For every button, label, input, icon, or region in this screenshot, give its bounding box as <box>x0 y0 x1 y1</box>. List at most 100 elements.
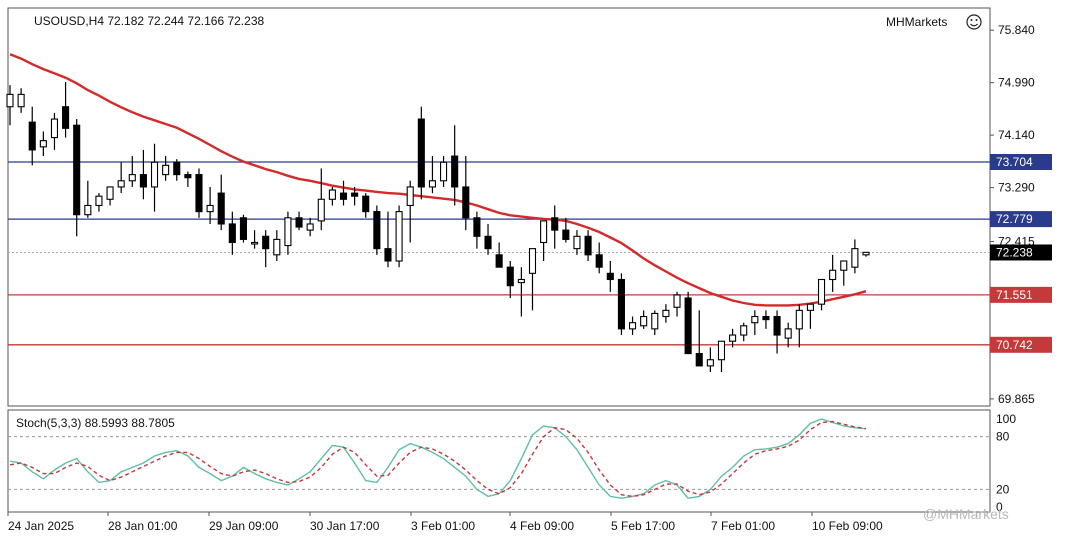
candle[interactable] <box>817 278 826 311</box>
candle[interactable] <box>395 205 403 268</box>
candle[interactable] <box>540 220 548 261</box>
candle-body <box>506 266 514 287</box>
candle[interactable] <box>251 230 259 249</box>
candle[interactable] <box>317 168 325 231</box>
candle[interactable] <box>662 304 670 323</box>
candle[interactable] <box>106 186 114 206</box>
candle-body <box>373 211 381 250</box>
candle[interactable] <box>39 131 47 157</box>
candle[interactable] <box>517 267 525 317</box>
candle-body <box>851 248 859 268</box>
candle[interactable] <box>384 211 392 268</box>
candle[interactable] <box>684 291 692 355</box>
candle[interactable] <box>228 211 236 255</box>
candle[interactable] <box>651 310 659 336</box>
candle[interactable] <box>428 156 436 194</box>
candle[interactable] <box>740 322 748 342</box>
candle[interactable] <box>162 156 170 181</box>
candle-body <box>150 161 159 188</box>
candle[interactable] <box>362 193 370 218</box>
candle[interactable] <box>806 303 814 329</box>
candle[interactable] <box>751 310 759 336</box>
candle[interactable] <box>528 248 537 311</box>
candle-body <box>795 309 803 330</box>
candle[interactable] <box>50 112 59 150</box>
candle[interactable] <box>150 143 159 212</box>
candle[interactable] <box>729 328 737 348</box>
candle[interactable] <box>862 251 870 257</box>
candle[interactable] <box>173 159 181 181</box>
candle[interactable] <box>95 193 103 212</box>
candle[interactable] <box>773 310 781 354</box>
candle[interactable] <box>706 347 714 373</box>
candle[interactable] <box>84 180 92 218</box>
candle[interactable] <box>784 322 792 348</box>
candle-body <box>362 195 370 213</box>
candle-body <box>628 322 637 330</box>
candle[interactable] <box>306 217 314 237</box>
candle[interactable] <box>262 230 270 268</box>
price-panel-frame <box>7 7 991 407</box>
candle[interactable] <box>628 316 637 336</box>
candle-body <box>695 353 703 367</box>
candle[interactable] <box>840 260 848 286</box>
candle[interactable] <box>617 273 625 336</box>
candle[interactable] <box>562 217 570 243</box>
candle[interactable] <box>373 205 381 255</box>
candle[interactable] <box>462 156 470 231</box>
candle-body <box>17 93 25 108</box>
candle[interactable] <box>551 205 559 249</box>
candle[interactable] <box>495 242 503 268</box>
candle[interactable] <box>606 260 614 292</box>
candle[interactable] <box>640 310 648 329</box>
candle-body <box>195 174 203 213</box>
candle[interactable] <box>295 211 303 231</box>
candle[interactable] <box>328 186 336 206</box>
candle[interactable] <box>17 88 25 113</box>
candle[interactable] <box>28 106 36 166</box>
level-tag-3 <box>990 336 1052 353</box>
stoch-signal-line <box>9 420 867 498</box>
candle[interactable] <box>595 242 603 274</box>
candle[interactable] <box>128 156 136 187</box>
candle[interactable] <box>473 211 481 249</box>
candle[interactable] <box>139 149 147 200</box>
candle[interactable] <box>695 310 703 367</box>
current-price-label: 72.238 <box>996 245 1033 259</box>
candle[interactable] <box>117 162 125 194</box>
candle-body <box>239 217 248 240</box>
candle[interactable] <box>184 171 192 187</box>
candle[interactable] <box>440 156 448 187</box>
candle[interactable] <box>73 119 81 237</box>
candle-body <box>251 241 259 245</box>
candle-body <box>606 272 614 281</box>
candle[interactable] <box>417 106 425 200</box>
candle[interactable] <box>762 310 770 329</box>
candle[interactable] <box>506 260 514 299</box>
candle[interactable] <box>451 125 459 206</box>
candle-body <box>562 229 570 240</box>
candle[interactable] <box>339 180 348 206</box>
candle-body <box>784 328 792 339</box>
candle[interactable] <box>717 340 726 373</box>
candle[interactable] <box>217 174 225 231</box>
candle[interactable] <box>351 186 359 206</box>
candle[interactable] <box>273 230 281 261</box>
candle[interactable] <box>673 291 681 317</box>
candle[interactable] <box>573 230 581 255</box>
candle[interactable] <box>829 254 837 292</box>
candle[interactable] <box>239 214 248 243</box>
candle[interactable] <box>584 230 592 261</box>
level-label-2: 71.551 <box>996 288 1033 302</box>
candle[interactable] <box>851 239 859 274</box>
candle[interactable] <box>795 304 803 348</box>
x-tick-label: 28 Jan 01:00 <box>108 519 178 533</box>
candle[interactable] <box>284 211 292 255</box>
candle[interactable] <box>484 223 492 255</box>
candle[interactable] <box>406 180 414 243</box>
candle[interactable] <box>195 168 203 218</box>
candle[interactable] <box>6 85 14 126</box>
candle[interactable] <box>206 186 214 224</box>
candle[interactable] <box>62 82 70 138</box>
